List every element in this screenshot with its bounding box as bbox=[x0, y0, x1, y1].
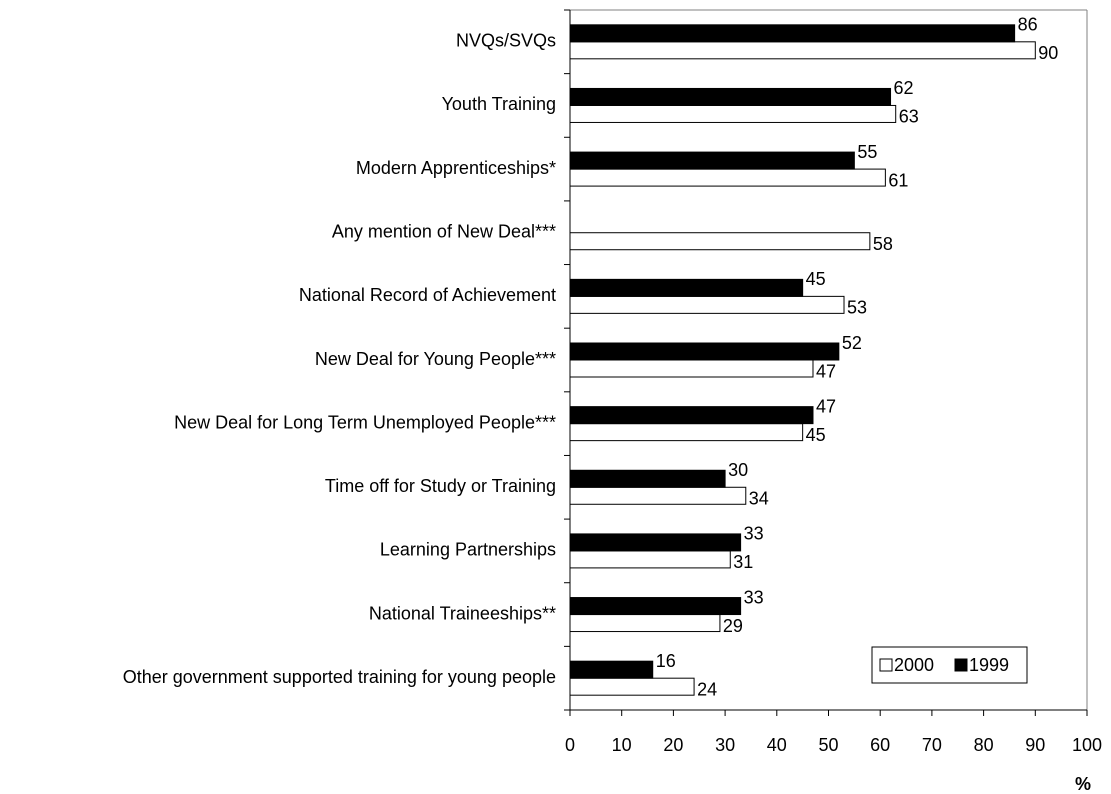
value-label: 33 bbox=[744, 524, 764, 544]
value-label: 47 bbox=[816, 396, 836, 416]
y-tick-label: New Deal for Long Term Unemployed People… bbox=[174, 412, 556, 432]
x-tick-label: 20 bbox=[663, 735, 683, 755]
bar bbox=[569, 359, 814, 378]
value-label: 58 bbox=[873, 234, 893, 254]
x-tick-label: 60 bbox=[870, 735, 890, 755]
x-tick-label: 90 bbox=[1025, 735, 1045, 755]
value-label: 52 bbox=[842, 333, 862, 353]
bar bbox=[569, 550, 731, 569]
value-label: 29 bbox=[723, 616, 743, 636]
bar bbox=[569, 486, 747, 505]
value-label: 34 bbox=[749, 489, 769, 509]
y-tick-label: NVQs/SVQs bbox=[456, 31, 556, 51]
bar bbox=[569, 295, 845, 314]
y-tick-label: Modern Apprenticeships* bbox=[356, 158, 556, 178]
x-tick-label: 70 bbox=[922, 735, 942, 755]
bar bbox=[569, 168, 886, 187]
value-label: 30 bbox=[728, 460, 748, 480]
y-tick-label: Other government supported training for … bbox=[123, 667, 556, 687]
x-tick-label: 30 bbox=[715, 735, 735, 755]
value-label: 33 bbox=[744, 587, 764, 607]
bar bbox=[569, 677, 695, 696]
value-label: 63 bbox=[899, 107, 919, 127]
y-tick-label: National Record of Achievement bbox=[299, 285, 556, 305]
value-label: 61 bbox=[888, 170, 908, 190]
y-tick-label: Learning Partnerships bbox=[380, 540, 556, 560]
y-tick-label: Any mention of New Deal*** bbox=[332, 221, 556, 241]
bar bbox=[569, 533, 742, 552]
legend-swatch bbox=[879, 658, 893, 672]
bar bbox=[569, 41, 1036, 60]
legend-label: 1999 bbox=[969, 655, 1009, 675]
bar bbox=[569, 660, 654, 679]
bar bbox=[569, 614, 721, 633]
value-label: 90 bbox=[1038, 43, 1058, 63]
bar bbox=[569, 87, 892, 106]
legend-label: 2000 bbox=[894, 655, 934, 675]
y-tick-label: Time off for Study or Training bbox=[325, 476, 556, 496]
bar bbox=[569, 469, 726, 488]
x-tick-label: 80 bbox=[974, 735, 994, 755]
bar bbox=[569, 597, 742, 616]
value-label: 53 bbox=[847, 298, 867, 318]
x-tick-label: 40 bbox=[767, 735, 787, 755]
value-label: 55 bbox=[857, 142, 877, 162]
value-label: 62 bbox=[894, 78, 914, 98]
bar bbox=[569, 232, 871, 251]
x-tick-label: 0 bbox=[565, 735, 575, 755]
value-label: 45 bbox=[806, 269, 826, 289]
legend-swatch bbox=[954, 658, 968, 672]
bar bbox=[569, 423, 804, 442]
y-tick-label: New Deal for Young People*** bbox=[315, 349, 556, 369]
value-label: 31 bbox=[733, 552, 753, 572]
value-label: 47 bbox=[816, 361, 836, 381]
value-label: 16 bbox=[656, 651, 676, 671]
bar bbox=[569, 151, 855, 170]
x-tick-label: 50 bbox=[818, 735, 838, 755]
y-tick-label: National Traineeships** bbox=[369, 603, 556, 623]
value-label: 24 bbox=[697, 679, 717, 699]
bar bbox=[569, 104, 897, 123]
value-label: 45 bbox=[806, 425, 826, 445]
x-tick-label: 100 bbox=[1072, 735, 1102, 755]
x-axis-label: % bbox=[1075, 774, 1091, 794]
y-tick-label: Youth Training bbox=[442, 94, 556, 114]
value-label: 86 bbox=[1018, 15, 1038, 35]
legend-box bbox=[871, 646, 1028, 684]
bar bbox=[569, 24, 1016, 43]
bar bbox=[569, 342, 840, 361]
bar bbox=[569, 406, 814, 425]
x-tick-label: 10 bbox=[612, 735, 632, 755]
bar bbox=[569, 278, 804, 297]
